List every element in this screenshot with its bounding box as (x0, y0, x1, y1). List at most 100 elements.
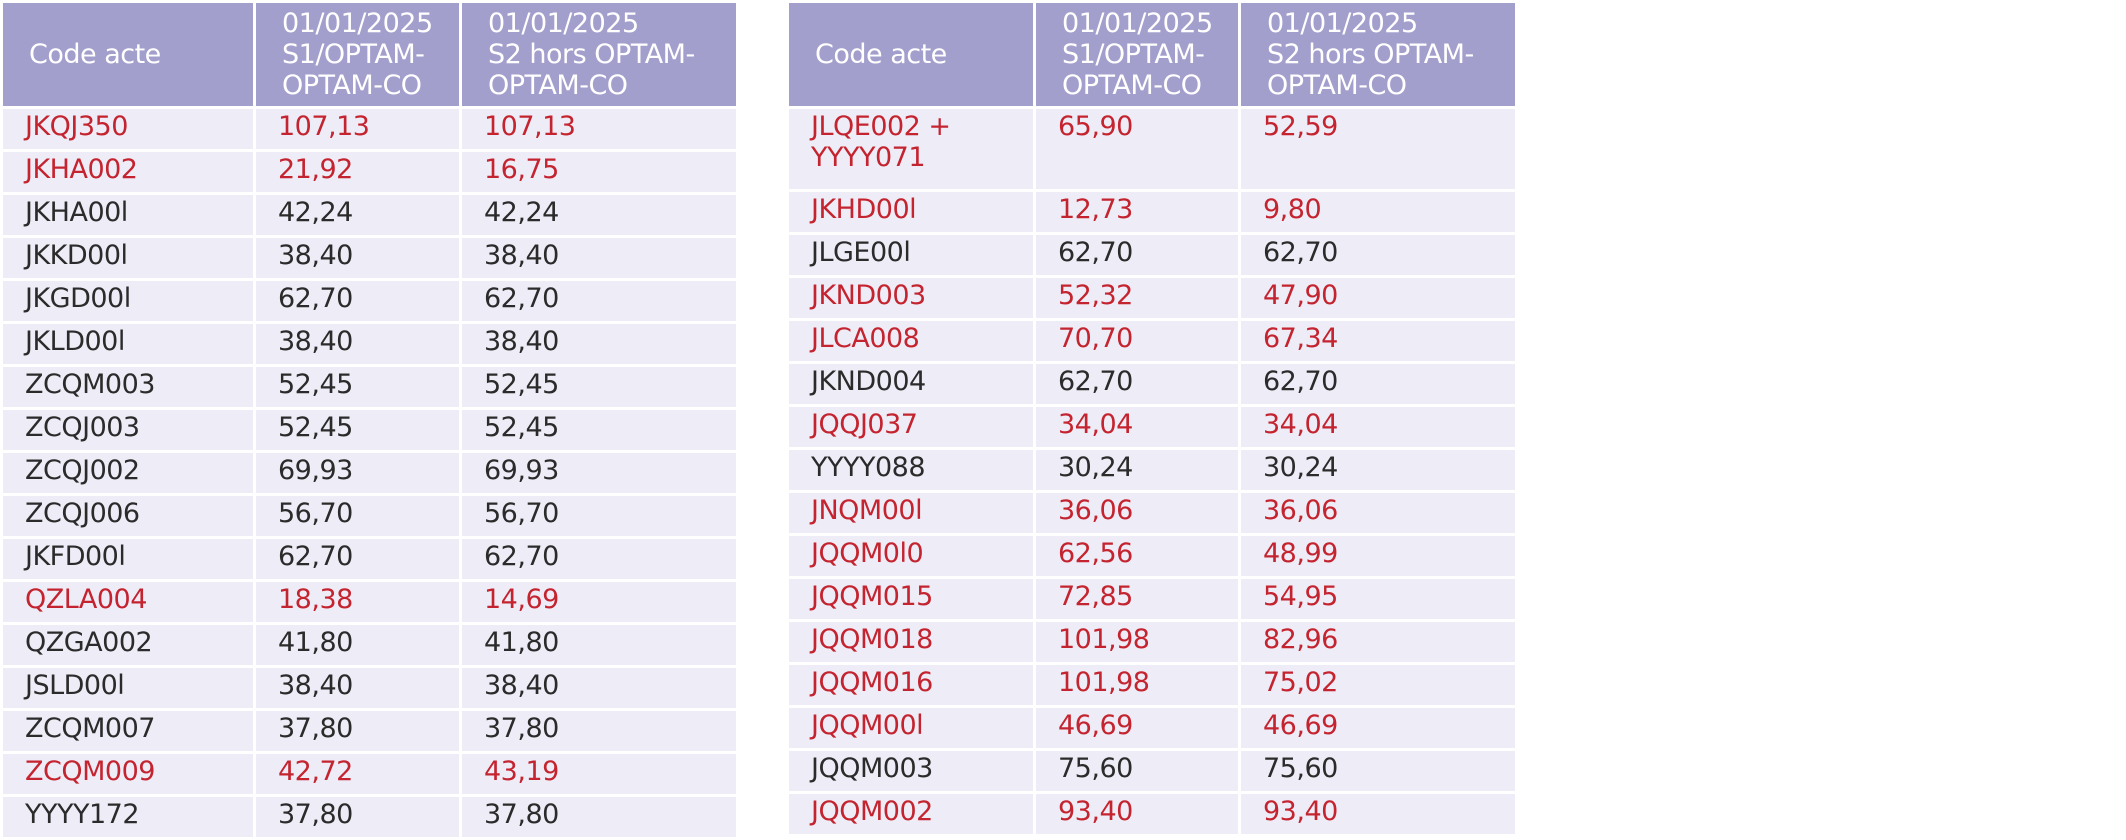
cell-tarif-s1: 52,32 (1036, 278, 1238, 318)
cell-code-acte: ZCQJ006 (3, 496, 253, 536)
table-row: JKHA00l 42,24 42,24 (3, 195, 736, 235)
table-row: JSLD00l 38,40 38,40 (3, 668, 736, 708)
cell-code-acte: JKHA00l (3, 195, 253, 235)
table-row: JKFD00l 62,70 62,70 (3, 539, 736, 579)
cell-code-acte: JKND003 (789, 278, 1033, 318)
cell-tarif-s2: 56,70 (462, 496, 736, 536)
cell-tarif-s1: 41,80 (256, 625, 459, 665)
cell-tarif-s1: 12,73 (1036, 192, 1238, 232)
cell-tarif-s2: 62,70 (462, 281, 736, 321)
cell-tarif-s2: 67,34 (1241, 321, 1515, 361)
cell-tarif-s1: 38,40 (256, 238, 459, 278)
cell-code-acte: JQQM015 (789, 579, 1033, 619)
header-code-acte: Code acte (789, 3, 1033, 106)
cell-tarif-s1: 38,40 (256, 324, 459, 364)
table-header-row: Code acte 01/01/2025 S1/OPTAM- OPTAM-CO 01… (3, 3, 736, 106)
table-row: JQQM00l 46,69 46,69 (789, 708, 1515, 748)
cell-code-acte: JQQM002 (789, 794, 1033, 834)
cell-tarif-s2: 41,80 (462, 625, 736, 665)
cell-tarif-s1: 107,13 (256, 109, 459, 149)
table-row: ZCQJ003 52,45 52,45 (3, 410, 736, 450)
cell-code-acte: JKHA002 (3, 152, 253, 192)
cell-tarif-s2: 34,04 (1241, 407, 1515, 447)
tarif-table-right: Code acte 01/01/2025 S1/OPTAM- OPTAM-CO 01… (786, 0, 1518, 837)
cell-tarif-s2: 62,70 (1241, 235, 1515, 275)
cell-tarif-s1: 52,45 (256, 410, 459, 450)
cell-tarif-s1: 18,38 (256, 582, 459, 622)
cell-code-acte: JKLD00l (3, 324, 253, 364)
cell-tarif-s2: 107,13 (462, 109, 736, 149)
table-row: JKHA002 21,92 16,75 (3, 152, 736, 192)
cell-tarif-s1: 62,70 (1036, 235, 1238, 275)
cell-code-acte: QZLA004 (3, 582, 253, 622)
table-row: ZCQJ006 56,70 56,70 (3, 496, 736, 536)
cell-tarif-s1: 37,80 (256, 797, 459, 837)
table-row: ZCQM009 42,72 43,19 (3, 754, 736, 794)
table-row: JQQM0l0 62,56 48,99 (789, 536, 1515, 576)
cell-tarif-s1: 70,70 (1036, 321, 1238, 361)
cell-code-acte: JQQM016 (789, 665, 1033, 705)
cell-tarif-s1: 101,98 (1036, 665, 1238, 705)
table-row: JQQM003 75,60 75,60 (789, 751, 1515, 791)
header-s2: 01/01/2025 S2 hors OPTAM- OPTAM-CO (1241, 3, 1515, 106)
cell-tarif-s2: 62,70 (1241, 364, 1515, 404)
cell-code-acte: JKKD00l (3, 238, 253, 278)
cell-tarif-s2: 93,40 (1241, 794, 1515, 834)
cell-tarif-s1: 30,24 (1036, 450, 1238, 490)
cell-tarif-s2: 52,45 (462, 367, 736, 407)
table-row: ZCQM003 52,45 52,45 (3, 367, 736, 407)
cell-tarif-s2: 42,24 (462, 195, 736, 235)
cell-tarif-s1: 75,60 (1036, 751, 1238, 791)
header-s1: 01/01/2025 S1/OPTAM- OPTAM-CO (1036, 3, 1238, 106)
cell-tarif-s1: 62,70 (1036, 364, 1238, 404)
table-row: JQQM016 101,98 75,02 (789, 665, 1515, 705)
cell-tarif-s1: 52,45 (256, 367, 459, 407)
cell-tarif-s2: 37,80 (462, 797, 736, 837)
cell-tarif-s2: 43,19 (462, 754, 736, 794)
cell-tarif-s1: 65,90 (1036, 109, 1238, 189)
cell-code-acte: YYYY172 (3, 797, 253, 837)
cell-tarif-s2: 38,40 (462, 324, 736, 364)
cell-code-acte: JQQM003 (789, 751, 1033, 791)
table-row: YYYY172 37,80 37,80 (3, 797, 736, 837)
cell-code-acte: JKHD00l (789, 192, 1033, 232)
cell-code-acte: ZCQM007 (3, 711, 253, 751)
cell-code-acte: JNQM00l (789, 493, 1033, 533)
table-row: ZCQJ002 69,93 69,93 (3, 453, 736, 493)
header-s2: 01/01/2025 S2 hors OPTAM- OPTAM-CO (462, 3, 736, 106)
header-s1: 01/01/2025 S1/OPTAM- OPTAM-CO (256, 3, 459, 106)
cell-code-acte: JLCA008 (789, 321, 1033, 361)
table-row: JKGD00l 62,70 62,70 (3, 281, 736, 321)
table-row: JKLD00l 38,40 38,40 (3, 324, 736, 364)
table-row: JLCA008 70,70 67,34 (789, 321, 1515, 361)
cell-tarif-s2: 37,80 (462, 711, 736, 751)
cell-tarif-s1: 56,70 (256, 496, 459, 536)
cell-code-acte: JKFD00l (3, 539, 253, 579)
table-row: JKQJ350 107,13 107,13 (3, 109, 736, 149)
cell-tarif-s2: 69,93 (462, 453, 736, 493)
cell-tarif-s2: 62,70 (462, 539, 736, 579)
cell-tarif-s1: 93,40 (1036, 794, 1238, 834)
table-row: QZGA002 41,80 41,80 (3, 625, 736, 665)
cell-code-acte: ZCQM003 (3, 367, 253, 407)
cell-tarif-s1: 34,04 (1036, 407, 1238, 447)
table-row: YYYY088 30,24 30,24 (789, 450, 1515, 490)
cell-tarif-s1: 37,80 (256, 711, 459, 751)
table-row: ZCQM007 37,80 37,80 (3, 711, 736, 751)
cell-tarif-s1: 42,72 (256, 754, 459, 794)
table-row: JQQM002 93,40 93,40 (789, 794, 1515, 834)
cell-tarif-s2: 54,95 (1241, 579, 1515, 619)
table-row: JKKD00l 38,40 38,40 (3, 238, 736, 278)
cell-code-acte: ZCQJ002 (3, 453, 253, 493)
table-row: JKHD00l 12,73 9,80 (789, 192, 1515, 232)
table-row: JLQE002 + YYYY071 65,90 52,59 (789, 109, 1515, 189)
cell-tarif-s1: 62,70 (256, 281, 459, 321)
table-row: JKND004 62,70 62,70 (789, 364, 1515, 404)
cell-tarif-s2: 36,06 (1241, 493, 1515, 533)
cell-code-acte: JQQJ037 (789, 407, 1033, 447)
table-row: JKND003 52,32 47,90 (789, 278, 1515, 318)
cell-tarif-s1: 62,70 (256, 539, 459, 579)
cell-code-acte: JQQM00l (789, 708, 1033, 748)
cell-code-acte: JKQJ350 (3, 109, 253, 149)
cell-tarif-s2: 38,40 (462, 238, 736, 278)
